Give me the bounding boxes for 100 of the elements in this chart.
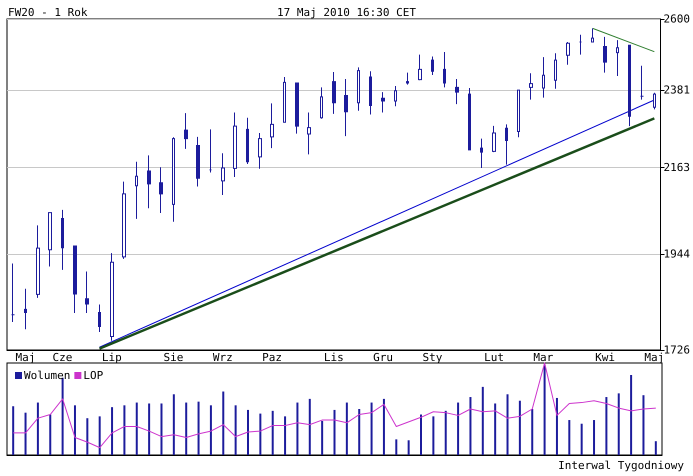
candlestick <box>616 40 619 76</box>
x-tick-label: Sty <box>422 351 443 364</box>
candlestick <box>73 246 77 314</box>
bar <box>506 394 509 455</box>
candlestick <box>443 51 446 88</box>
x-tick-label: Cze <box>52 351 72 364</box>
candlestick <box>110 252 114 342</box>
bar <box>259 414 262 455</box>
bar <box>321 420 324 455</box>
candlestick <box>184 112 188 150</box>
bar <box>148 403 150 455</box>
bar <box>408 440 410 455</box>
candlestick <box>591 28 594 43</box>
x-tick-label: Paz <box>262 351 282 364</box>
bar <box>457 402 460 455</box>
bar <box>346 402 348 455</box>
candlestick <box>529 72 533 100</box>
candlestick <box>135 161 138 220</box>
bar <box>370 402 373 455</box>
candlestick <box>48 212 52 267</box>
chart-title: FW20 - 1 Rok <box>8 6 88 19</box>
candlestick <box>542 56 545 98</box>
candlestick <box>209 128 212 174</box>
candlestick <box>369 70 372 116</box>
bar <box>630 374 632 455</box>
candlestick <box>554 52 557 90</box>
bar <box>358 409 360 455</box>
bar <box>531 409 534 455</box>
candlestick <box>603 36 607 74</box>
candlestick <box>246 117 249 164</box>
bar <box>86 418 88 455</box>
bar <box>618 393 620 455</box>
bar <box>395 439 398 455</box>
candlestick <box>307 112 311 155</box>
legend-label: Wolumen <box>24 369 70 382</box>
candlestick <box>36 224 40 298</box>
bar <box>334 410 336 455</box>
bar <box>222 392 224 455</box>
bar <box>308 398 311 455</box>
bar <box>62 378 64 455</box>
candlestick <box>431 56 434 76</box>
x-tick-label: Kwi <box>595 351 615 364</box>
bar <box>98 416 101 455</box>
y-tick-label: 1726 <box>664 344 690 356</box>
bar <box>210 405 212 455</box>
bar <box>518 400 521 455</box>
bar <box>284 416 286 455</box>
bar <box>432 416 434 455</box>
candlestick <box>159 166 163 214</box>
bar <box>544 364 546 455</box>
bar <box>296 402 298 455</box>
bar <box>654 441 657 455</box>
candlestick <box>98 304 101 332</box>
bar <box>420 414 422 455</box>
y-tick-label: 1944 <box>664 247 690 260</box>
bar <box>74 405 76 455</box>
candlestick <box>147 154 151 209</box>
x-tick-label: Lut <box>484 351 504 364</box>
candlestick <box>283 76 286 123</box>
legend-label: LOP <box>83 369 104 382</box>
bar <box>642 395 644 455</box>
bar <box>172 394 175 455</box>
x-tick-label: Lis <box>324 351 344 364</box>
candlestick <box>295 82 299 134</box>
candlestick <box>233 112 237 178</box>
bar <box>111 407 114 455</box>
candlestick <box>357 66 360 112</box>
candlestick <box>122 181 126 260</box>
y-tick-label: 2381 <box>664 84 690 97</box>
chart-subtitle: 17 Maj 2010 16:30 CET <box>276 6 416 19</box>
bar <box>605 397 608 455</box>
candlestick <box>517 90 520 138</box>
x-tick-label: Mar <box>533 351 554 364</box>
bar <box>185 402 188 455</box>
candlestick <box>172 136 175 222</box>
candlestick <box>24 288 27 330</box>
x-tick-label: Maj <box>16 351 36 364</box>
y-tick-label: 2163 <box>664 161 690 174</box>
candlestick <box>480 138 483 169</box>
bar <box>482 386 484 455</box>
candlestick <box>455 78 459 105</box>
candlestick <box>394 86 397 107</box>
bar <box>24 412 27 455</box>
bar <box>580 424 583 455</box>
bar <box>382 398 385 455</box>
bar <box>12 406 14 455</box>
bar <box>198 402 200 455</box>
x-tick-label: Gru <box>373 351 394 364</box>
candlestick <box>258 132 262 170</box>
bar <box>49 414 52 455</box>
candlestick <box>221 152 225 196</box>
candlestick <box>505 124 508 166</box>
candlestick <box>344 78 348 137</box>
bar <box>469 397 472 455</box>
bar <box>36 402 39 455</box>
candlestick <box>11 263 15 322</box>
candlestick <box>579 34 582 56</box>
candlestick <box>332 71 336 114</box>
bar <box>136 402 138 455</box>
x-tick-label: Sie <box>164 351 184 364</box>
